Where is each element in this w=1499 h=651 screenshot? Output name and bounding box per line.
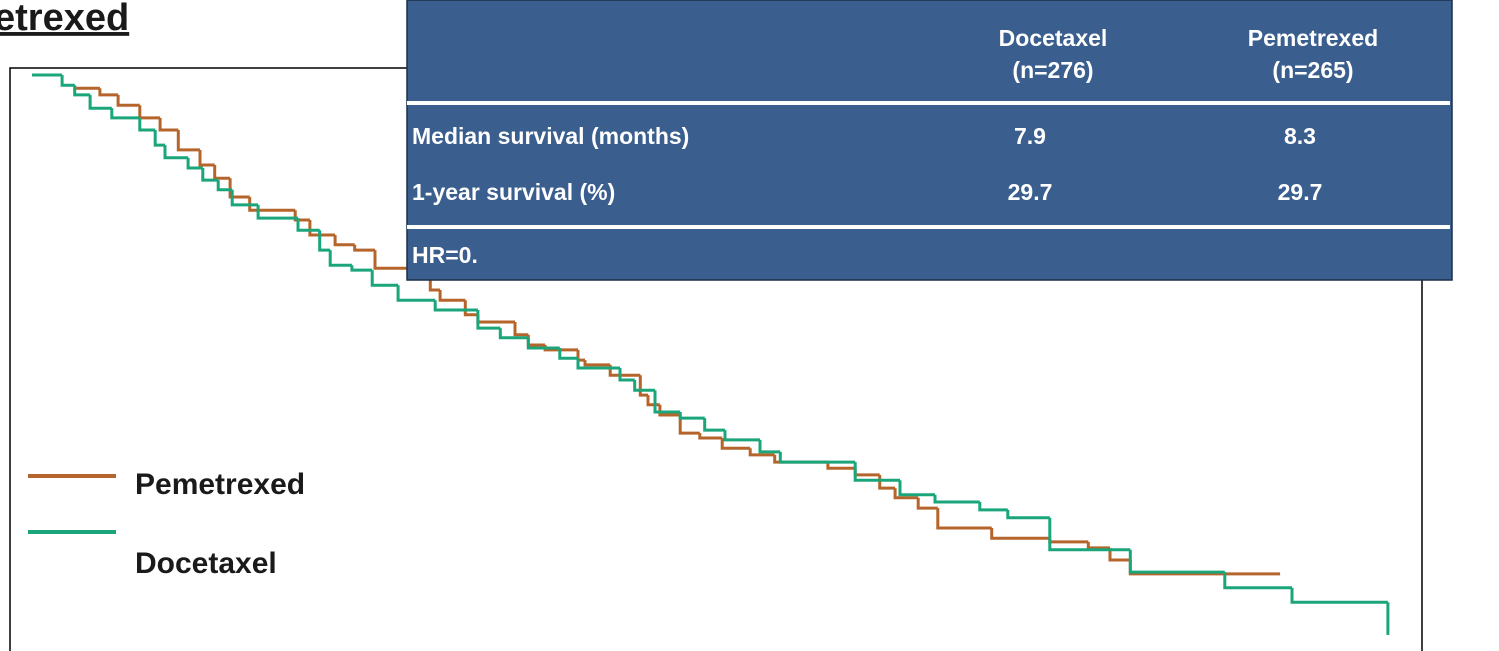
survival-step	[248, 197, 296, 212]
table-background	[406, 0, 1453, 281]
survival-step	[576, 358, 620, 370]
survival-step	[110, 108, 140, 120]
survival-step	[498, 328, 529, 340]
survival-step	[1223, 572, 1292, 590]
survival-step	[990, 528, 1050, 540]
cell: 7.9	[1014, 123, 1046, 149]
survival-step	[658, 404, 681, 417]
column-header: (n=265)	[1272, 57, 1353, 83]
survival-step	[678, 412, 705, 420]
row-label: 1-year survival (%)	[412, 179, 615, 205]
survival-step	[308, 219, 336, 237]
summary-table: Docetaxel (n=276) Pemetrexed (n=265) Med…	[406, 0, 1453, 281]
survival-step	[558, 348, 578, 360]
survival-step	[936, 508, 992, 530]
survival-step	[476, 309, 501, 330]
survival-step	[328, 250, 352, 267]
survival-step	[158, 117, 179, 132]
survival-step	[438, 290, 466, 302]
survival-step	[633, 380, 655, 392]
column-header: Docetaxel	[999, 25, 1108, 51]
survival-step	[748, 448, 775, 457]
survival-step	[703, 418, 725, 432]
survival-step	[88, 94, 112, 110]
survival-step	[116, 94, 140, 107]
cell: 8.3	[1284, 123, 1316, 149]
survival-step	[98, 88, 119, 97]
survival-step	[513, 322, 529, 337]
cell: 29.7	[1008, 179, 1053, 205]
survival-step	[186, 157, 203, 170]
column-header: (n=276)	[1012, 57, 1093, 83]
legend-label: Docetaxel	[135, 547, 277, 580]
survival-step	[213, 164, 231, 180]
survival-step	[333, 235, 355, 247]
survival-step	[678, 415, 700, 435]
legend-label: Pemetrexed	[135, 468, 305, 501]
survival-step	[353, 244, 375, 252]
survival-step	[370, 270, 399, 287]
survival-step	[138, 117, 156, 132]
survival-step	[396, 285, 436, 302]
survival-step	[698, 433, 723, 440]
survival-step	[933, 494, 980, 504]
survival-step	[1108, 547, 1131, 562]
survival-step	[653, 390, 681, 414]
column-header: Pemetrexed	[1248, 25, 1378, 51]
survival-step	[256, 204, 298, 220]
table-footer: HR=0.	[412, 242, 478, 268]
survival-step	[1086, 541, 1110, 550]
survival-step	[1048, 538, 1089, 544]
survival-step	[758, 439, 781, 454]
curves	[32, 73, 1390, 635]
survival-step	[526, 337, 560, 350]
survival-step	[463, 300, 478, 317]
survival-step	[916, 497, 938, 510]
survival-step	[853, 462, 900, 482]
survival-step	[198, 149, 215, 167]
survival-step	[1290, 587, 1388, 604]
row-label: Median survival (months)	[412, 123, 689, 149]
survival-step	[138, 105, 161, 120]
survival-step	[1006, 509, 1050, 520]
survival-step	[293, 210, 310, 222]
survival-step	[1128, 549, 1225, 574]
survival-step	[73, 85, 91, 97]
survival-step	[723, 430, 760, 442]
survival-step	[638, 375, 648, 397]
survival-step	[318, 230, 331, 252]
survival-step	[163, 145, 189, 160]
survival-step	[153, 129, 165, 147]
survival-step	[978, 502, 1008, 512]
survival-step	[853, 468, 880, 477]
survival-step	[60, 75, 75, 87]
survival-step	[216, 180, 233, 192]
legend: Pemetrexed Docetaxel	[28, 468, 305, 580]
survival-step	[826, 462, 856, 470]
survival-step	[296, 218, 320, 232]
survival-step	[1048, 517, 1131, 552]
survival-step	[618, 367, 635, 382]
survival-step	[898, 480, 935, 497]
survival-step	[476, 314, 515, 324]
survival-step	[201, 168, 219, 182]
survival-step	[526, 334, 546, 347]
survival-step	[230, 189, 259, 207]
survival-step	[720, 438, 751, 450]
survival-step	[433, 300, 478, 312]
survival-step	[228, 178, 250, 199]
survival-step	[176, 129, 200, 152]
survival-step	[583, 360, 611, 367]
chart-title: etrexed	[0, 0, 129, 39]
cell: 29.7	[1278, 179, 1323, 205]
survival-step	[350, 265, 373, 272]
survival-step	[778, 451, 856, 464]
survival-step	[893, 488, 919, 500]
